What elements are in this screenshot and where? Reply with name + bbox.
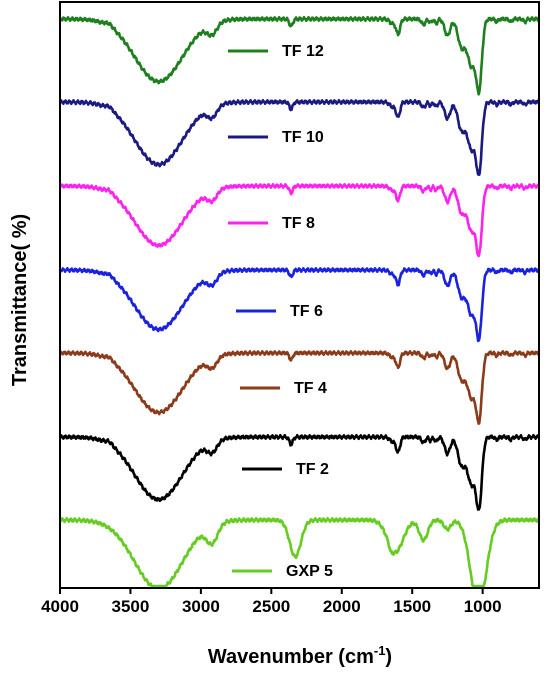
x-axis-title: Wavenumber (cm-1) [208,643,392,668]
x-axis-ticks: 4000 3500 3000 2500 2000 1500 1000 [41,588,502,616]
legend-label: TF 2 [296,461,329,478]
legend-label: TF 12 [282,43,324,60]
legend-label: TF 6 [290,303,323,320]
series-line-tf-2 [59,433,541,511]
x-tick-label: 1000 [464,597,502,616]
series-line-tf-12 [58,15,540,96]
series-line-tf-10 [58,98,540,176]
x-tick-label: 1500 [393,597,431,616]
y-axis-title: Transmittance( %) [9,214,31,386]
x-tick-label: 2500 [252,597,290,616]
series-line-tf-4 [59,350,540,425]
legend-label: TF 8 [282,215,315,232]
legend-label: GXP 5 [286,563,333,580]
legend: TF 12 TF 10 TF 8 TF 6 TF 4 TF 2 GXP 5 [228,43,333,580]
x-tick-label: 4000 [41,597,79,616]
x-tick-label: 3000 [182,597,220,616]
plot-frame [59,1,540,589]
series-line-tf-6 [58,267,541,343]
x-tick-label: 2000 [323,597,361,616]
spectra-group [58,15,541,588]
legend-label: TF 4 [294,380,327,397]
legend-label: TF 10 [282,129,324,146]
series-line-tf-8 [59,183,541,258]
series-line-gxp-5 [58,516,541,588]
x-tick-label: 3500 [112,597,150,616]
